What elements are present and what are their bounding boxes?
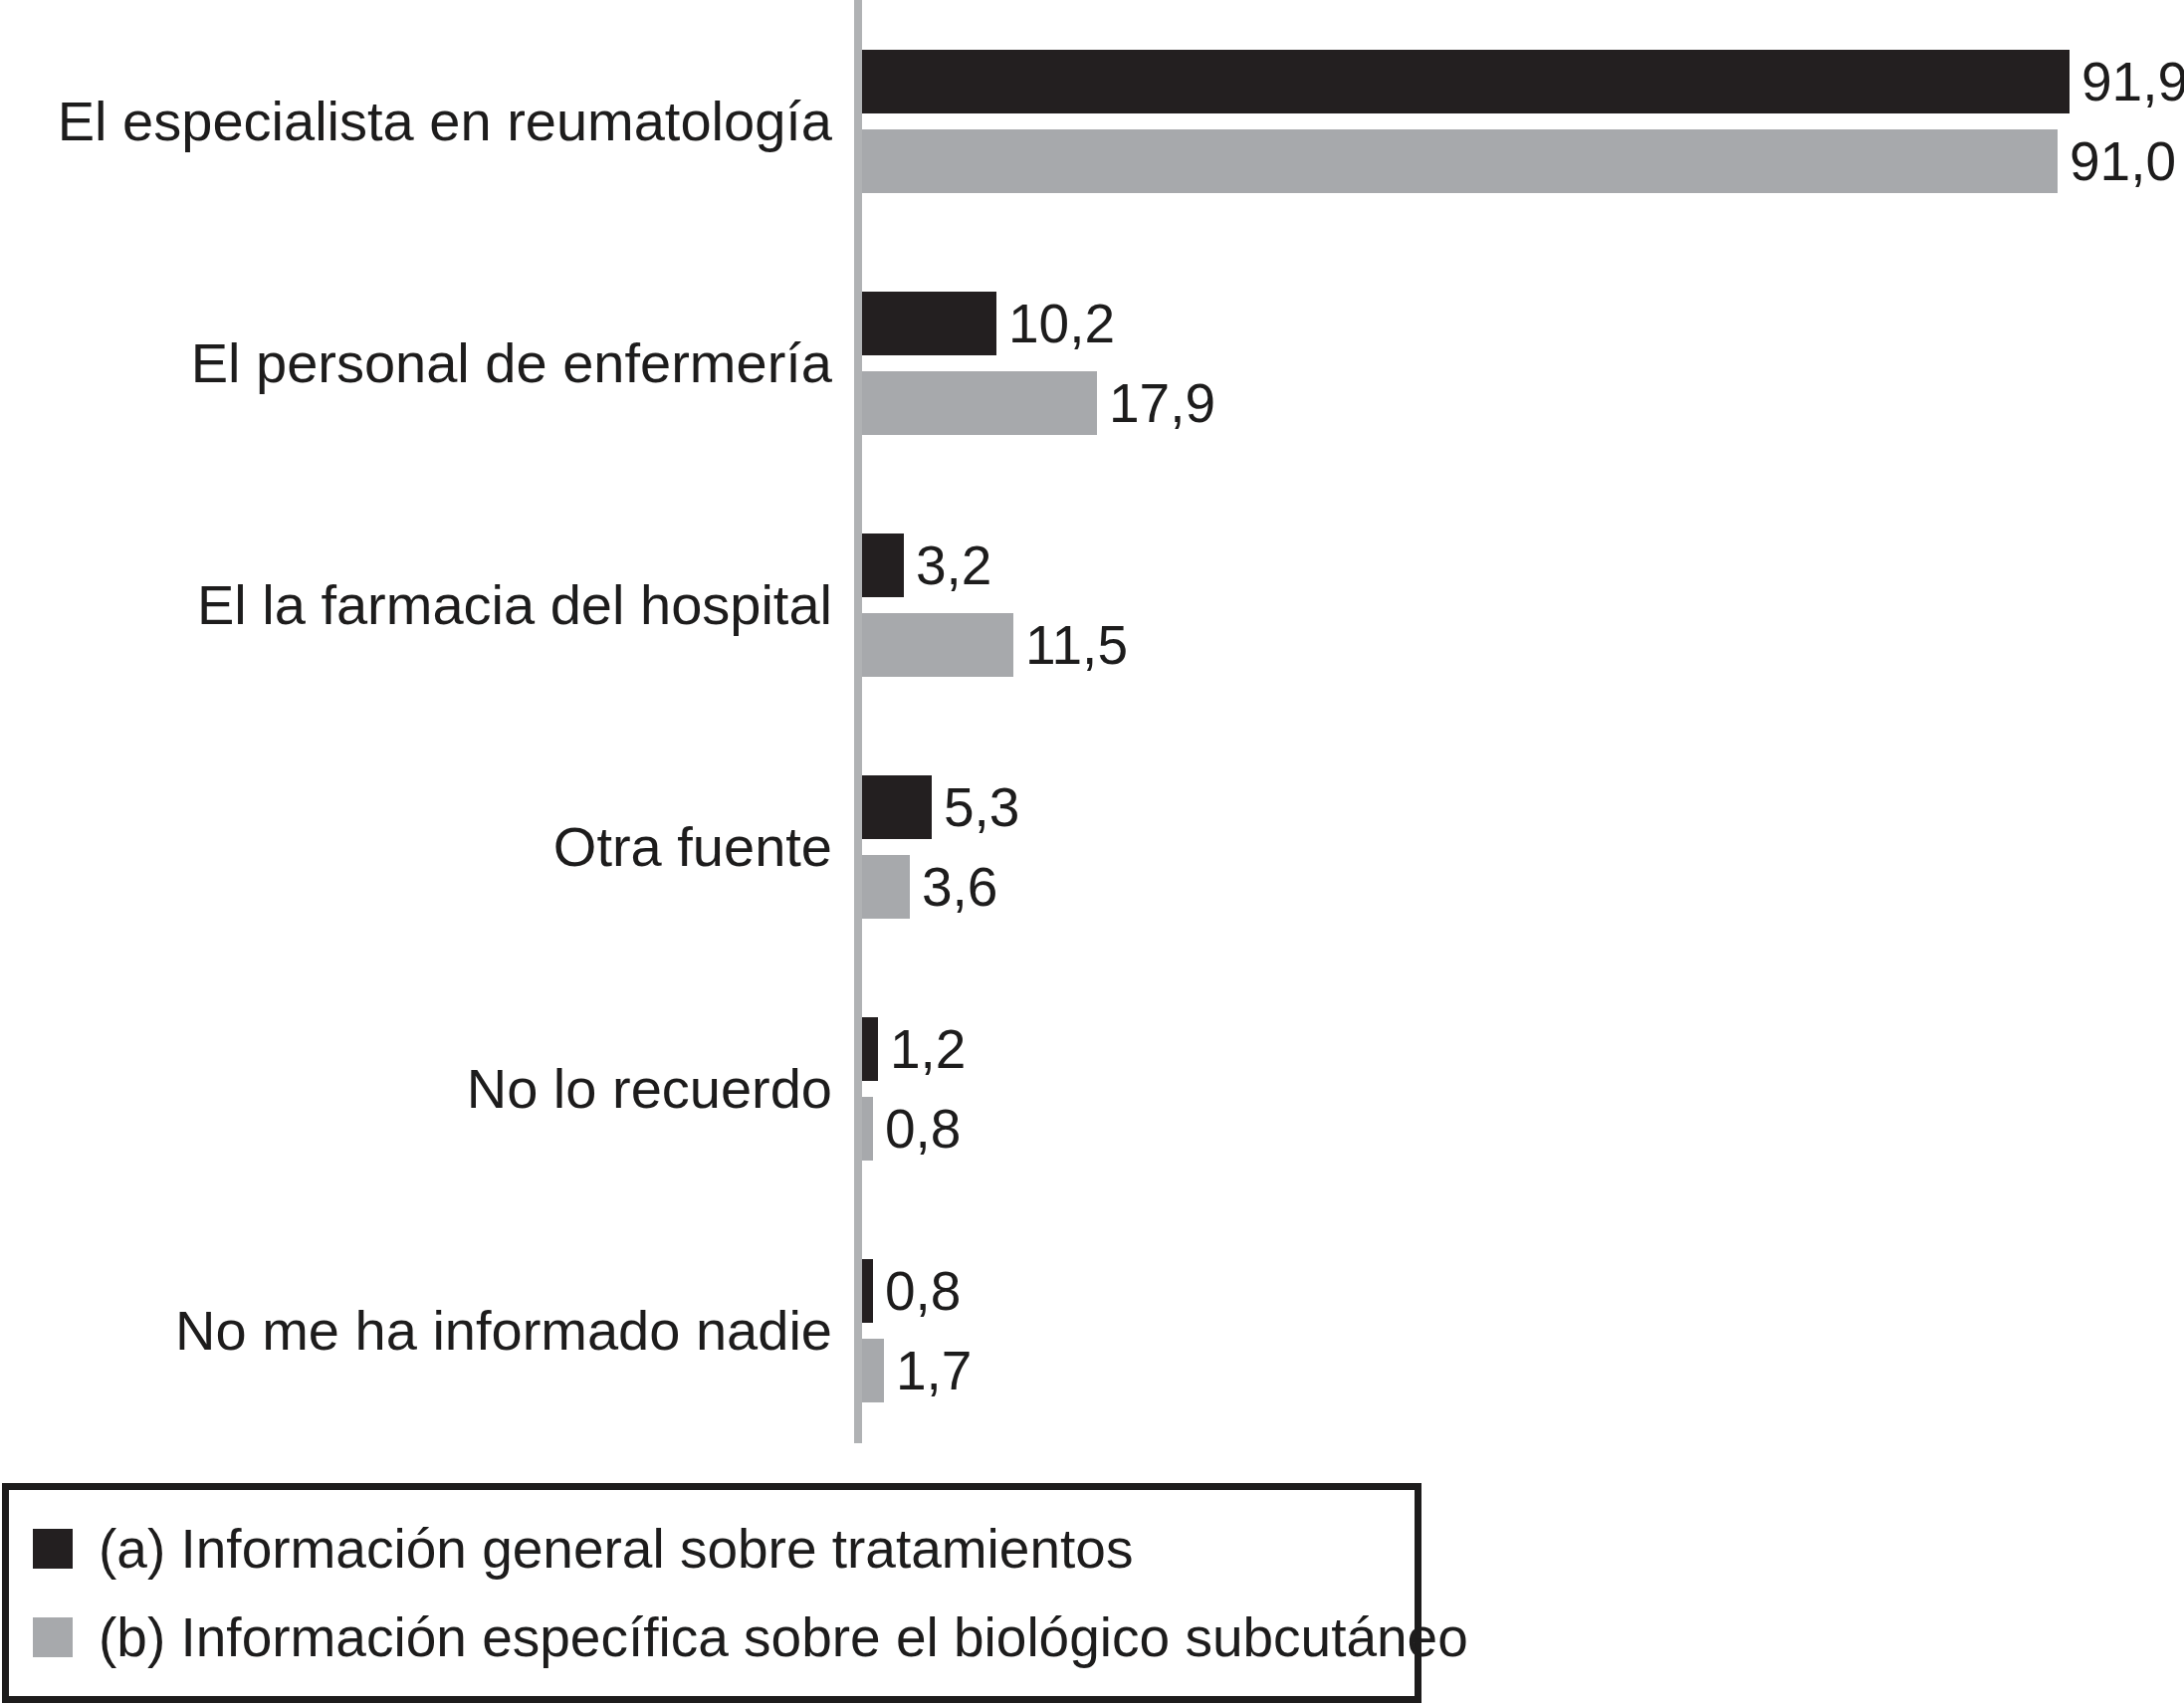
- bar-row-series-b: 0,8: [862, 1097, 966, 1161]
- category-label: Otra fuente: [0, 816, 832, 878]
- bar-series-a: [862, 533, 904, 597]
- bar-series-a: [862, 1017, 878, 1081]
- bar-row-series-b: 1,7: [862, 1339, 972, 1402]
- bar-series-b: [862, 129, 2058, 193]
- bar-series-b: [862, 1339, 884, 1402]
- legend-label-series-b: (b) Información específica sobre el biol…: [99, 1605, 1468, 1669]
- value-label-series-a: 0,8: [885, 1259, 961, 1323]
- bar-series-b: [862, 613, 1013, 677]
- category-label: El la farmacia del hospital: [0, 574, 832, 636]
- value-label-series-a: 10,2: [1008, 292, 1115, 355]
- bar-row-series-a: 3,2: [862, 533, 1128, 597]
- value-label-series-a: 1,2: [890, 1017, 966, 1081]
- bar-series-b: [862, 371, 1097, 435]
- bar-pair: 1,2 0,8: [862, 1017, 966, 1161]
- bar-row-series-b: 17,9: [862, 371, 1215, 435]
- category-label: El personal de enfermería: [0, 332, 832, 394]
- bar-pair: 3,2 11,5: [862, 533, 1128, 677]
- bar-pair: 91,9 91,0: [862, 50, 2184, 193]
- bar-series-a: [862, 775, 932, 839]
- value-label-series-b: 11,5: [1025, 613, 1128, 677]
- value-label-series-b: 17,9: [1109, 371, 1215, 435]
- legend-marker-series-b: [33, 1617, 73, 1657]
- bar-row-series-a: 5,3: [862, 775, 1019, 839]
- chart-bar-group: El la farmacia del hospital 3,2 11,5: [0, 484, 2184, 726]
- chart-bar-group: Otra fuente 5,3 3,6: [0, 726, 2184, 967]
- legend-item-series-b: (b) Información específica sobre el biol…: [33, 1605, 1405, 1669]
- value-label-series-a: 3,2: [916, 533, 991, 597]
- bar-row-series-a: 10,2: [862, 292, 1215, 355]
- bar-row-series-a: 1,2: [862, 1017, 966, 1081]
- chart-bar-group: No me ha informado nadie 0,8 1,7: [0, 1209, 2184, 1451]
- bar-pair: 5,3 3,6: [862, 775, 1019, 919]
- bar-row-series-b: 91,0: [862, 129, 2184, 193]
- value-label-series-b: 3,6: [922, 855, 997, 919]
- bar-row-series-b: 3,6: [862, 855, 1019, 919]
- legend-box: (a) Información general sobre tratamient…: [2, 1483, 1421, 1703]
- bar-series-a: [862, 292, 996, 355]
- bar-series-a: [862, 50, 2070, 113]
- plot-area: El especialista en reumatología 91,9 91,…: [0, 0, 2184, 1451]
- category-label: No me ha informado nadie: [0, 1300, 832, 1362]
- chart-bar-group: No lo recuerdo 1,2 0,8: [0, 967, 2184, 1209]
- legend-marker-series-a: [33, 1529, 73, 1569]
- value-label-series-b: 0,8: [885, 1097, 961, 1161]
- bar-row-series-a: 91,9: [862, 50, 2184, 113]
- bar-series-b: [862, 1097, 873, 1161]
- bar-pair: 10,2 17,9: [862, 292, 1215, 435]
- bar-pair: 0,8 1,7: [862, 1259, 972, 1402]
- chart-bar-group: El especialista en reumatología 91,9 91,…: [0, 0, 2184, 242]
- value-label-series-b: 1,7: [896, 1339, 972, 1402]
- bar-series-b: [862, 855, 910, 919]
- category-label: No lo recuerdo: [0, 1058, 832, 1120]
- bar-series-a: [862, 1259, 873, 1323]
- value-label-series-b: 91,0: [2070, 129, 2176, 193]
- chart-canvas: El especialista en reumatología 91,9 91,…: [0, 0, 2184, 1705]
- legend-label-series-a: (a) Información general sobre tratamient…: [99, 1517, 1133, 1581]
- bar-row-series-a: 0,8: [862, 1259, 972, 1323]
- legend-item-series-a: (a) Información general sobre tratamient…: [33, 1517, 1405, 1581]
- chart-bar-group: El personal de enfermería 10,2 17,9: [0, 242, 2184, 484]
- bar-row-series-b: 11,5: [862, 613, 1128, 677]
- value-label-series-a: 5,3: [944, 775, 1019, 839]
- category-label: El especialista en reumatología: [0, 91, 832, 152]
- value-label-series-a: 91,9: [2081, 50, 2184, 113]
